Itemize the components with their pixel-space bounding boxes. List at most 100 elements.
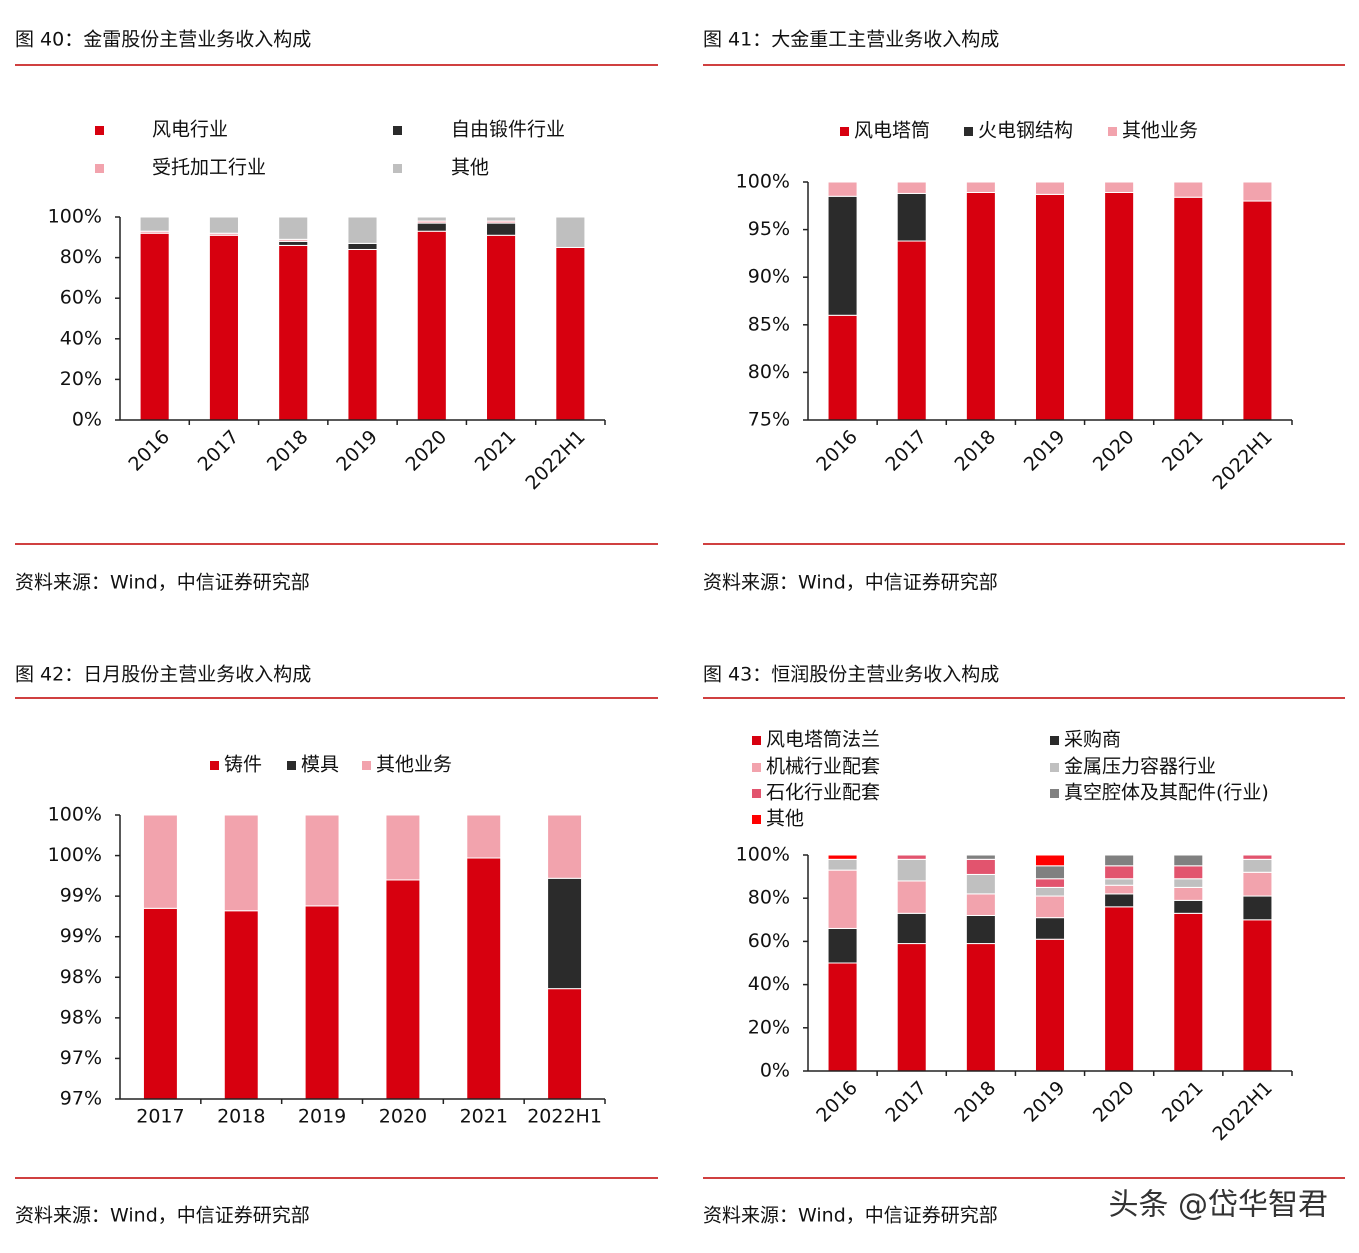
- y-tick-label: 100%: [736, 844, 790, 866]
- y-tick-label: 60%: [748, 930, 790, 952]
- source: 资料来源：Wind，中信证券研究部: [703, 572, 998, 594]
- legend-swatch: [393, 164, 402, 173]
- bar-segment: [547, 988, 583, 1100]
- y-tick-label: 80%: [748, 361, 790, 383]
- bar-segment: [1104, 191, 1135, 421]
- y-tick-label: 97%: [60, 1047, 102, 1069]
- x-tick-label: 2019: [1020, 1077, 1070, 1127]
- x-tick-label: 2020: [401, 426, 451, 476]
- bar-segment: [965, 914, 996, 945]
- bar-segment: [555, 246, 586, 421]
- bar-segment: [896, 943, 927, 1072]
- x-tick-label: 2021: [1158, 426, 1208, 476]
- bar-segment: [278, 244, 309, 421]
- bar-segment: [278, 216, 309, 240]
- bar-segment: [1242, 871, 1273, 897]
- bar-segment: [827, 181, 858, 197]
- bar-segment: [555, 216, 586, 248]
- x-tick-label: 2016: [124, 426, 174, 476]
- legend-swatch: [287, 761, 296, 770]
- source: 资料来源：Wind，中信证券研究部: [703, 1205, 998, 1227]
- source: 资料来源：Wind，中信证券研究部: [15, 1205, 310, 1227]
- source: 资料来源：Wind，中信证券研究部: [15, 572, 310, 594]
- y-tick-label: 0%: [760, 1060, 790, 1082]
- y-tick-label: 99%: [60, 885, 102, 907]
- bar-segment: [223, 910, 259, 1100]
- y-tick-label: 98%: [60, 1006, 102, 1028]
- bar-segment: [385, 879, 421, 1100]
- bar-segment: [347, 248, 378, 421]
- x-tick-label: 2016: [812, 426, 862, 476]
- legend-label: 模具: [301, 754, 339, 776]
- y-tick-label: 80%: [748, 887, 790, 909]
- x-tick-label: 2017: [194, 426, 244, 476]
- bar-segment: [547, 814, 583, 879]
- bar-segment: [827, 195, 858, 316]
- x-tick-label: 2019: [298, 1106, 346, 1128]
- x-tick-label: 2018: [217, 1106, 265, 1128]
- legend-swatch: [1050, 763, 1059, 772]
- bar-segment: [139, 216, 170, 232]
- bar-segment: [139, 232, 170, 421]
- bar-segment: [1104, 884, 1135, 895]
- legend-swatch: [1050, 789, 1059, 798]
- legend-swatch: [210, 761, 219, 770]
- chart-title: 图 43：恒润股份主营业务收入构成: [703, 664, 999, 686]
- bar-segment: [1034, 193, 1066, 421]
- bar-segment: [1173, 912, 1204, 1072]
- y-tick-label: 97%: [60, 1088, 102, 1110]
- bar-segment: [1242, 854, 1273, 860]
- legend-label: 风电行业: [152, 119, 228, 141]
- y-tick-label: 80%: [60, 246, 102, 268]
- bar-segment: [1034, 181, 1066, 195]
- x-tick-label: 2018: [951, 1077, 1001, 1127]
- bar-segment: [1034, 895, 1066, 919]
- legend-label: 机械行业配套: [766, 756, 880, 778]
- legend-label: 金属压力容器行业: [1064, 756, 1216, 778]
- bar-segment: [278, 240, 309, 246]
- x-tick-label: 2021: [1158, 1077, 1208, 1127]
- bar-segment: [223, 814, 259, 912]
- x-tick-label: 2018: [263, 426, 313, 476]
- legend-swatch: [752, 763, 761, 772]
- bar-segment: [142, 814, 178, 909]
- bar-segment: [1242, 919, 1273, 1072]
- bar-segment: [1173, 865, 1204, 880]
- bar-segment: [827, 927, 858, 964]
- x-tick-label: 2018: [951, 426, 1001, 476]
- bar-segment: [1034, 865, 1066, 880]
- legend-swatch: [752, 736, 761, 745]
- legend-label: 铸件: [224, 754, 262, 776]
- legend-swatch: [840, 127, 849, 136]
- bar-segment: [827, 962, 858, 1072]
- y-tick-label: 40%: [748, 973, 790, 995]
- x-tick-label: 2020: [1089, 426, 1139, 476]
- legend-label: 火电钢结构: [978, 120, 1073, 142]
- bar-segment: [486, 234, 517, 421]
- x-tick-label: 2022H1: [521, 426, 589, 494]
- bar-segment: [486, 216, 517, 222]
- bar-segment: [486, 222, 517, 236]
- x-tick-label: 2022H1: [1208, 1077, 1276, 1145]
- legend-swatch: [752, 815, 761, 824]
- bar-segment: [1104, 906, 1135, 1072]
- chart-title: 图 42：日月股份主营业务收入构成: [15, 664, 311, 686]
- bar-segment: [1104, 181, 1135, 193]
- bar-segment: [547, 877, 583, 990]
- bar-segment: [1034, 886, 1066, 897]
- bar-segment: [965, 893, 996, 916]
- legend-swatch: [362, 761, 371, 770]
- bar-segment: [1242, 181, 1273, 202]
- bar-segment: [1242, 858, 1273, 873]
- bar-segment: [208, 216, 239, 234]
- x-tick-label: 2017: [881, 1077, 931, 1127]
- bar-segment: [1104, 865, 1135, 880]
- bar-segment: [347, 242, 378, 250]
- legend-swatch: [752, 789, 761, 798]
- legend-label: 真空腔体及其配件(行业): [1064, 782, 1269, 804]
- x-tick-label: 2016: [812, 1077, 862, 1127]
- bar-segment: [965, 854, 996, 860]
- y-tick-label: 20%: [60, 368, 102, 390]
- y-tick-label: 90%: [748, 266, 790, 288]
